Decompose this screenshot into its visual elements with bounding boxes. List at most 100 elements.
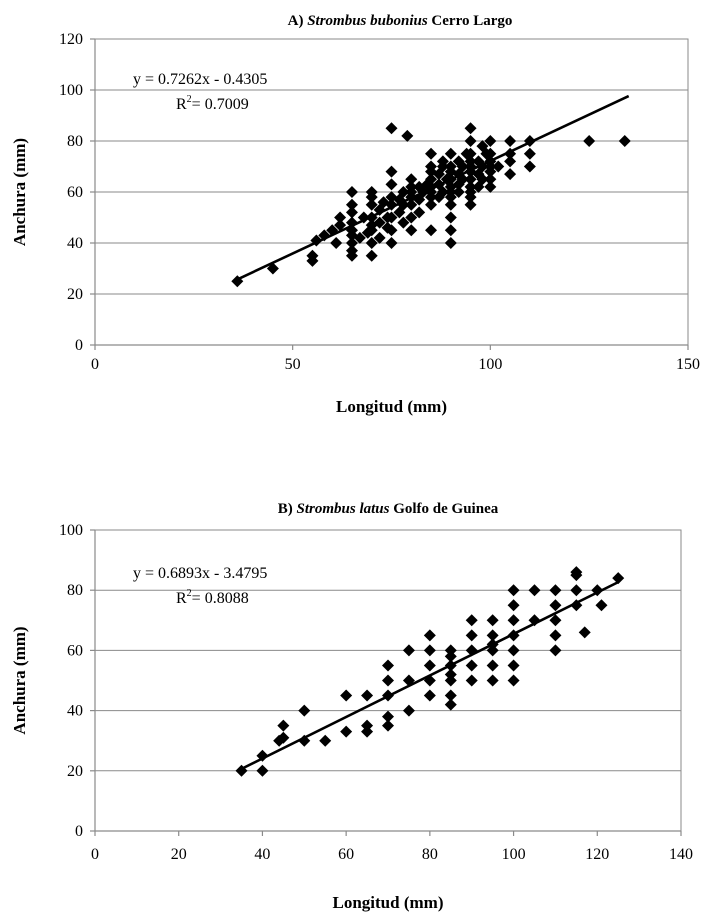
data-point (298, 734, 311, 747)
data-point (444, 698, 457, 711)
y-tick-label: 60 (67, 642, 83, 659)
x-tick-label: 100 (502, 846, 526, 863)
data-point (365, 186, 378, 198)
y-tick-label: 0 (75, 337, 83, 354)
data-point (583, 135, 596, 147)
data-point (382, 674, 394, 687)
chart-title: A) Strombus bubonius Cerro Largo (288, 13, 513, 29)
data-point (444, 198, 457, 211)
data-point (425, 224, 438, 237)
data-point (425, 173, 438, 186)
data-point (361, 689, 374, 702)
data-point (423, 629, 436, 642)
data-point (549, 599, 562, 612)
data-point (423, 659, 436, 672)
data-point (334, 219, 347, 232)
x-tick-label: 0 (91, 356, 99, 373)
y-tick-label: 100 (59, 522, 83, 539)
data-point (402, 704, 415, 717)
chart-a: A) Strombus bubonius Cerro Largo 0 20 40 60 8… (0, 0, 708, 430)
data-point (405, 173, 418, 186)
data-point (405, 198, 418, 211)
data-point (464, 122, 477, 135)
data-point (277, 731, 290, 744)
data-point (484, 147, 497, 160)
chart-a-svg: A) Strombus bubonius Cerro Largo02040608… (10, 13, 700, 416)
data-point (549, 584, 562, 597)
data-point (423, 689, 436, 702)
data-point (334, 211, 347, 224)
data-point (486, 644, 499, 657)
data-point (476, 173, 489, 186)
data-point (382, 659, 394, 672)
y-tick-label: 20 (67, 763, 83, 780)
data-point (330, 237, 343, 249)
data-point (436, 155, 449, 168)
y-tick-label: 0 (75, 823, 83, 840)
data-point (456, 160, 469, 173)
data-point (507, 599, 520, 612)
data-point (549, 629, 562, 642)
data-point (385, 237, 398, 249)
data-point (423, 644, 436, 657)
data-point (570, 584, 583, 597)
y-axis-label: Anchura (mm) (10, 138, 29, 246)
data-point (365, 198, 378, 211)
data-point (504, 135, 517, 147)
chart-title-species: Strombus latus (297, 501, 390, 517)
data-point (319, 734, 332, 747)
chart-b: B) Strombus latus Golfo de Guinea 0 20 40 60… (0, 488, 708, 916)
x-tick-label: 40 (254, 846, 270, 863)
trendline (232, 94, 630, 283)
data-point (484, 135, 497, 147)
data-point (618, 135, 631, 147)
data-point (523, 147, 536, 160)
data-point (385, 211, 398, 224)
data-point (361, 719, 374, 732)
data-point (397, 186, 410, 198)
data-point (444, 650, 457, 663)
data-point (436, 186, 449, 198)
data-point (549, 614, 562, 627)
data-point (361, 725, 374, 738)
data-point (256, 764, 269, 777)
data-point (507, 644, 520, 657)
chart-title-prefix: A) (288, 13, 308, 29)
data-point (528, 584, 541, 597)
r-squared: R2= 0.8088 (176, 588, 249, 607)
data-point (402, 644, 415, 657)
r-squared-label: R (176, 590, 187, 607)
y-tick-label: 80 (67, 133, 83, 150)
data-point (345, 206, 358, 219)
data-point (444, 674, 457, 687)
y-tick-label: 120 (59, 31, 83, 48)
data-point (306, 249, 319, 262)
data-point (413, 206, 426, 219)
data-point (277, 719, 290, 732)
x-axis-label: Longitud (mm) (336, 397, 447, 416)
data-point (345, 244, 358, 257)
data-point (464, 155, 477, 168)
data-point (523, 160, 536, 173)
y-tick-label: 20 (67, 286, 83, 303)
data-point (507, 614, 520, 627)
data-point (486, 614, 499, 627)
data-point (385, 165, 398, 178)
data-point (405, 211, 418, 224)
data-point (365, 249, 378, 262)
x-tick-label: 100 (478, 356, 502, 373)
data-point (397, 216, 410, 229)
data-point (444, 147, 457, 160)
data-point (484, 173, 497, 186)
data-point (444, 224, 457, 237)
data-point (405, 180, 418, 193)
data-point (465, 659, 478, 672)
data-point (464, 173, 477, 186)
data-point (452, 186, 465, 198)
data-point (570, 566, 583, 579)
x-tick-label: 120 (585, 846, 609, 863)
data-point (486, 659, 499, 672)
y-tick-label: 40 (67, 703, 83, 720)
data-point (298, 704, 311, 717)
x-tick-label: 150 (676, 356, 700, 373)
